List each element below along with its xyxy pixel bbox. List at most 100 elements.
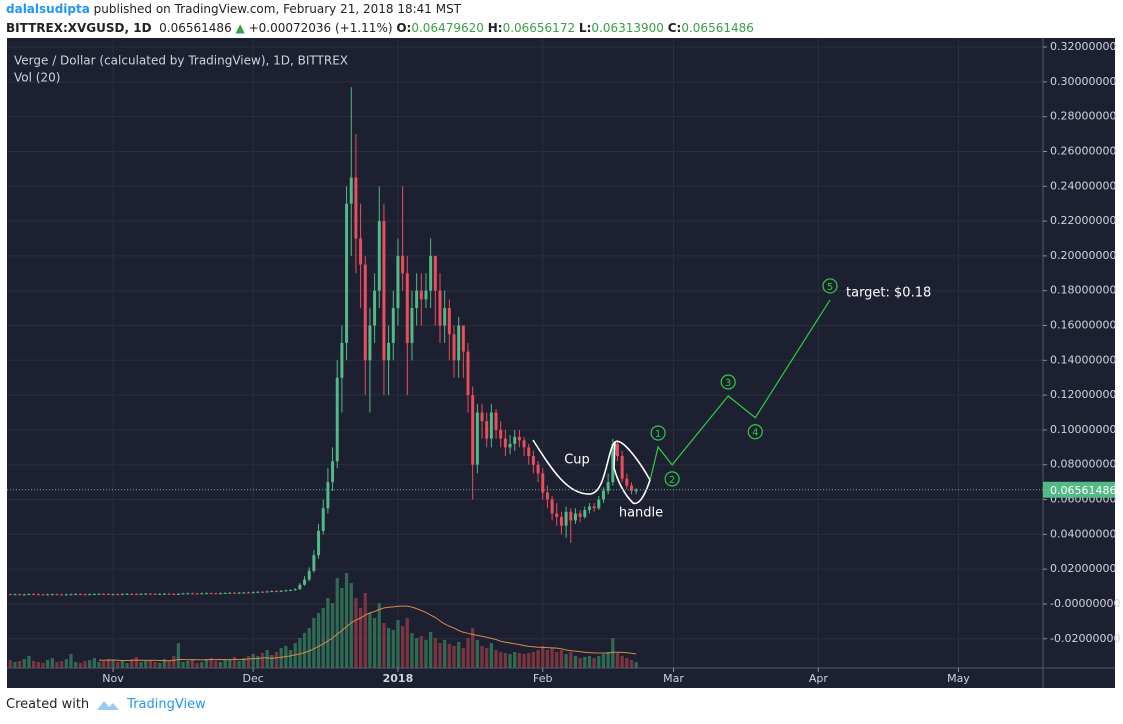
volume-bar	[41, 663, 45, 668]
volume-bar	[330, 603, 335, 668]
volume-bar	[372, 618, 377, 668]
candle-body	[144, 593, 148, 595]
candle-body	[176, 593, 180, 595]
candle-body	[186, 593, 190, 595]
quote-line: BITTREX:XVGUSD, 1D 0.06561486 ▲ +0.00072…	[6, 21, 754, 35]
candle-body	[587, 506, 591, 510]
volume-bar	[344, 573, 349, 668]
volume-bar	[503, 653, 508, 668]
candle-body	[471, 395, 475, 465]
candle-body	[307, 570, 311, 580]
wave-label: 2	[669, 475, 675, 486]
volume-bar	[46, 660, 50, 668]
candle-body	[289, 590, 293, 592]
volume-bar	[78, 663, 82, 668]
candle-body	[377, 221, 381, 291]
volume-bar	[148, 660, 153, 668]
volume-bar	[17, 661, 22, 668]
volume-label: Vol (20)	[14, 71, 60, 85]
volume-bar	[312, 618, 316, 668]
volume-bar	[307, 628, 311, 668]
projection-line	[649, 299, 831, 481]
y-tick-label: 0.14000000	[1050, 353, 1116, 366]
candle-body	[373, 290, 377, 326]
candle-body	[303, 579, 307, 585]
volume-bar	[172, 656, 176, 668]
candle-body	[223, 592, 227, 594]
volume-bar	[606, 652, 610, 668]
volume-bar	[139, 662, 143, 668]
candle-body	[401, 255, 405, 274]
candle-body	[261, 591, 264, 593]
volume-bar	[27, 656, 31, 668]
wave-label: 5	[827, 282, 833, 293]
candle-body	[410, 308, 414, 343]
cup-label: Cup	[564, 453, 590, 468]
volume-bar	[415, 638, 419, 668]
author[interactable]: dalalsudipta	[6, 2, 90, 16]
candle-body	[541, 473, 545, 493]
candle-body	[50, 594, 54, 596]
candle-body	[536, 464, 540, 474]
candle-body	[601, 490, 605, 500]
candle-body	[181, 593, 185, 595]
y-tick-label: -0.00000000	[1050, 597, 1120, 610]
candle-body	[158, 593, 162, 595]
volume-bar	[111, 660, 115, 668]
candle-body	[611, 443, 615, 483]
candle-body	[200, 593, 204, 595]
volume-bar	[545, 650, 550, 668]
candle-body	[298, 584, 302, 590]
candle-body	[443, 308, 447, 326]
candle-body	[228, 592, 232, 594]
volume-bar	[508, 654, 512, 668]
candle-body	[503, 438, 507, 448]
candle-body	[204, 593, 208, 595]
candle-body	[74, 594, 78, 596]
candle-body	[232, 592, 236, 594]
volume-bar	[279, 648, 283, 668]
field-label: H:	[487, 21, 503, 35]
candle-body	[480, 412, 484, 422]
volume-bar	[517, 653, 522, 668]
candle-body	[317, 530, 321, 556]
volume-bar	[195, 663, 199, 668]
candles	[8, 87, 638, 596]
candle-body	[592, 506, 596, 509]
volume-bar	[625, 658, 629, 668]
candle-body	[583, 509, 587, 517]
candle-body	[312, 555, 316, 571]
y-tick-label: 0.32000000	[1050, 40, 1116, 53]
volume-bar	[400, 626, 405, 668]
candle-body	[606, 482, 610, 491]
candle-body	[106, 594, 110, 596]
candle-body	[522, 440, 526, 448]
y-tick-label: 0.16000000	[1050, 319, 1116, 332]
candle-body	[22, 594, 26, 596]
candle-body	[102, 593, 106, 595]
brand[interactable]: TradingView	[127, 697, 206, 712]
candle-body	[387, 342, 391, 361]
candle-body	[88, 594, 92, 596]
volume-bar	[69, 654, 73, 668]
candle-body	[27, 594, 31, 596]
volume-bar	[31, 661, 36, 668]
candle-body	[326, 482, 330, 509]
volume-bar	[471, 628, 475, 668]
projection: 1 2 3 4 5	[649, 278, 838, 487]
candle-body	[139, 593, 143, 595]
volume-bar	[419, 636, 423, 668]
candle-body	[32, 594, 36, 596]
volume	[8, 573, 638, 668]
candle-body	[396, 255, 400, 309]
volume-bar	[200, 662, 204, 668]
candle-body	[573, 513, 577, 521]
volume-bar	[36, 662, 40, 668]
y-tick-label: 0.12000000	[1050, 388, 1116, 401]
tv-logo	[97, 700, 120, 710]
volume-bar	[256, 656, 260, 668]
change: +0.00072036 (+1.11%)	[248, 21, 393, 35]
target-label: target: $0.18	[846, 286, 931, 301]
field-value: 0.06561486	[681, 21, 754, 35]
candle-body	[46, 594, 50, 596]
